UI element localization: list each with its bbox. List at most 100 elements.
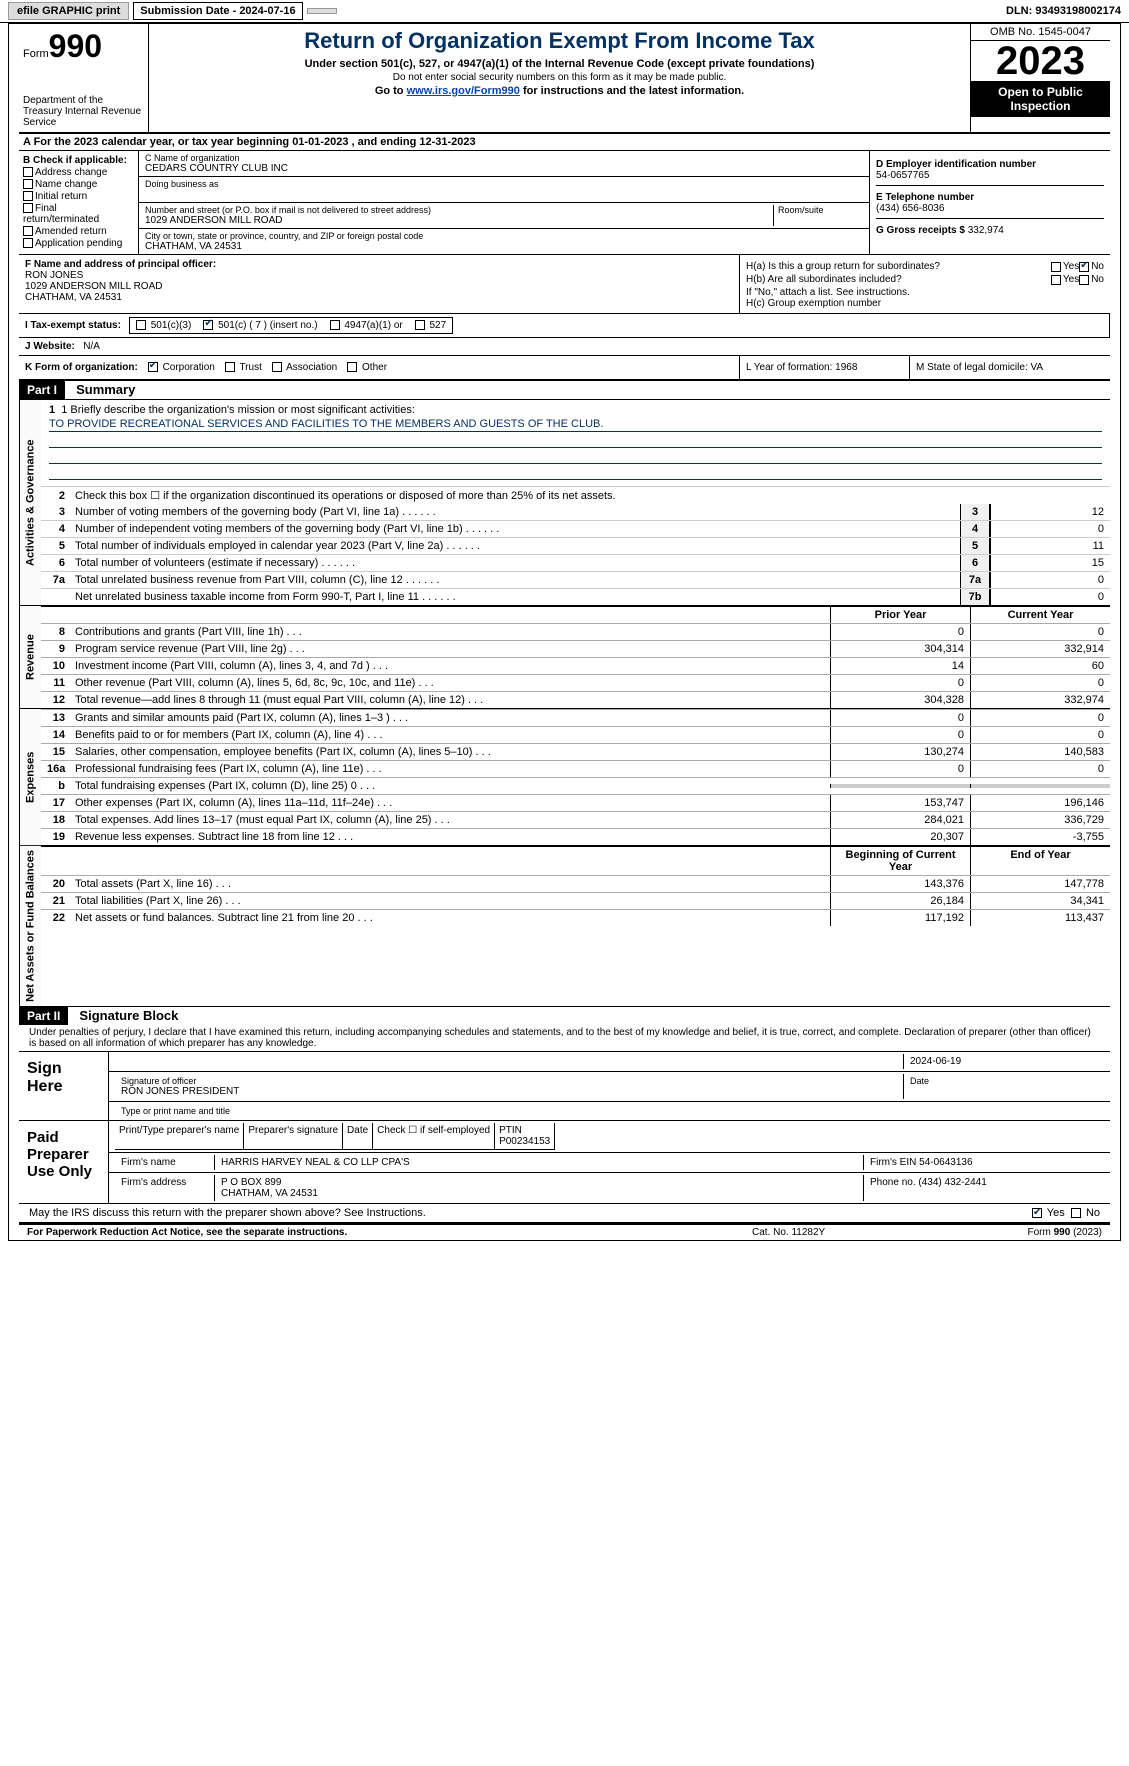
fin-line: 9Program service revenue (Part VIII, lin…: [41, 640, 1110, 657]
ein-value: 54-0657765: [876, 170, 1104, 181]
fin-line: 11Other revenue (Part VIII, column (A), …: [41, 674, 1110, 691]
ptin: P00234153: [499, 1136, 550, 1147]
cb-4947[interactable]: [330, 320, 340, 330]
gov-line: Net unrelated business taxable income fr…: [41, 588, 1110, 605]
part2-badge: Part II: [19, 1007, 68, 1025]
org-name-label: C Name of organization: [145, 153, 863, 163]
side-governance: Activities & Governance: [19, 400, 41, 605]
room-label: Room/suite: [778, 205, 863, 215]
cb-other[interactable]: [347, 362, 357, 372]
header-sub1: Under section 501(c), 527, or 4947(a)(1)…: [157, 58, 962, 70]
line-2: Check this box ☐ if the organization dis…: [71, 487, 1110, 504]
penalties-text: Under penalties of perjury, I declare th…: [19, 1025, 1110, 1052]
hb-yes[interactable]: [1051, 275, 1061, 285]
hb-question: H(b) Are all subordinates included?: [746, 274, 1051, 285]
form-header: Form990 Department of the Treasury Inter…: [19, 24, 1110, 134]
fin-line: 8Contributions and grants (Part VIII, li…: [41, 623, 1110, 640]
row-fh: F Name and address of principal officer:…: [19, 255, 1110, 314]
sign-here-label: Sign Here: [19, 1052, 109, 1120]
gross-value: 332,974: [968, 225, 1004, 236]
cb-trust[interactable]: [225, 362, 235, 372]
paperwork-notice: For Paperwork Reduction Act Notice, see …: [27, 1227, 752, 1238]
submission-date: Submission Date - 2024-07-16: [133, 2, 302, 20]
row-a-tax-year: A For the 2023 calendar year, or tax yea…: [19, 134, 1110, 151]
paid-preparer-row: Paid Preparer Use Only Print/Type prepar…: [19, 1121, 1110, 1204]
fin-line: 16aProfessional fundraising fees (Part I…: [41, 760, 1110, 777]
part2-title: Signature Block: [71, 1008, 178, 1023]
cb-name-change[interactable]: [23, 179, 33, 189]
dba-label: Doing business as: [145, 179, 863, 189]
irs-discuss-yes[interactable]: [1032, 1208, 1042, 1218]
part1-badge: Part I: [19, 381, 65, 399]
gov-line: 3Number of voting members of the governi…: [41, 504, 1110, 520]
header-left: Form990 Department of the Treasury Inter…: [19, 24, 149, 132]
fin-line: 10Investment income (Part VIII, column (…: [41, 657, 1110, 674]
header-right: OMB No. 1545-0047 2023 Open to Public In…: [970, 24, 1110, 132]
paid-preparer-label: Paid Preparer Use Only: [19, 1121, 109, 1203]
part1-header-row: Part I Summary: [19, 381, 1110, 400]
officer-label: F Name and address of principal officer:: [25, 259, 733, 270]
expenses-section: Expenses 13Grants and similar amounts pa…: [19, 709, 1110, 846]
officer-addr1: 1029 ANDERSON MILL ROAD: [25, 281, 733, 292]
cb-initial-return[interactable]: [23, 191, 33, 201]
gov-line: 7aTotal unrelated business revenue from …: [41, 571, 1110, 588]
org-address: 1029 ANDERSON MILL ROAD: [145, 215, 773, 226]
cb-amended[interactable]: [23, 226, 33, 236]
officer-name: RON JONES: [25, 270, 733, 281]
officer-sig: RON JONES PRESIDENT: [121, 1086, 897, 1097]
firm-ein: 54-0643136: [919, 1157, 972, 1168]
website-label: J Website:: [25, 341, 75, 352]
part1-title: Summary: [68, 382, 135, 397]
fin-line: 22Net assets or fund balances. Subtract …: [41, 909, 1110, 926]
firm-addr2: CHATHAM, VA 24531: [221, 1188, 318, 1199]
cb-corp[interactable]: [148, 362, 158, 372]
cb-527[interactable]: [415, 320, 425, 330]
irs-link[interactable]: www.irs.gov/Form990: [407, 85, 520, 97]
side-net: Net Assets or Fund Balances: [19, 846, 41, 1006]
irs-discuss-no[interactable]: [1071, 1208, 1081, 1218]
header-sub2: Do not enter social security numbers on …: [157, 72, 962, 83]
col-h-group: H(a) Is this a group return for subordin…: [740, 255, 1110, 313]
irs-discuss-q: May the IRS discuss this return with the…: [29, 1207, 1032, 1219]
sign-here-row: Sign Here 2024-06-19 Signature of office…: [19, 1052, 1110, 1121]
efile-print-button[interactable]: efile GRAPHIC print: [8, 2, 129, 20]
org-name: CEDARS COUNTRY CLUB INC: [145, 163, 863, 174]
cb-assoc[interactable]: [272, 362, 282, 372]
form-ref: Form 990 (2023): [952, 1227, 1102, 1238]
col-d-ein: D Employer identification number54-06577…: [870, 151, 1110, 254]
hb-no[interactable]: [1079, 275, 1089, 285]
col-f-officer: F Name and address of principal officer:…: [19, 255, 740, 313]
hc-question: H(c) Group exemption number: [746, 298, 1104, 309]
irs-discuss-row: May the IRS discuss this return with the…: [19, 1204, 1110, 1224]
ha-no[interactable]: [1079, 262, 1089, 272]
blank-button[interactable]: [307, 8, 337, 14]
governance-section: Activities & Governance 1 1 Briefly desc…: [19, 400, 1110, 606]
hdr-end: End of Year: [970, 847, 1110, 875]
fin-line: 13Grants and similar amounts paid (Part …: [41, 709, 1110, 726]
netassets-section: Net Assets or Fund Balances Beginning of…: [19, 846, 1110, 1007]
mission-block: 1 1 Briefly describe the organization's …: [41, 400, 1110, 486]
part2-header-row: Part II Signature Block: [19, 1007, 1110, 1025]
cb-app-pending[interactable]: [23, 238, 33, 248]
form-title: Return of Organization Exempt From Incom…: [157, 28, 962, 54]
sign-date: 2024-06-19: [904, 1054, 1104, 1069]
firm-phone: (434) 432-2441: [918, 1177, 986, 1188]
cb-501c3[interactable]: [136, 320, 146, 330]
form-footer: For Paperwork Reduction Act Notice, see …: [19, 1224, 1110, 1240]
ha-yes[interactable]: [1051, 262, 1061, 272]
hdr-begin: Beginning of Current Year: [830, 847, 970, 875]
fin-line: 18Total expenses. Add lines 13–17 (must …: [41, 811, 1110, 828]
fin-line: 21Total liabilities (Part X, line 26) . …: [41, 892, 1110, 909]
cb-final-return[interactable]: [23, 203, 33, 213]
hdr-current: Current Year: [970, 607, 1110, 623]
gov-line: 6Total number of volunteers (estimate if…: [41, 554, 1110, 571]
tax-year: 2023: [971, 41, 1110, 81]
cb-501c[interactable]: [203, 320, 213, 330]
ein-label: D Employer identification number: [876, 159, 1104, 170]
hdr-prior: Prior Year: [830, 607, 970, 623]
cb-address-change[interactable]: [23, 167, 33, 177]
gross-label: G Gross receipts $: [876, 225, 965, 236]
revenue-section: Revenue Prior YearCurrent Year 8Contribu…: [19, 606, 1110, 709]
section-bcd: B Check if applicable: Address change Na…: [19, 151, 1110, 255]
ha-question: H(a) Is this a group return for subordin…: [746, 261, 1051, 272]
